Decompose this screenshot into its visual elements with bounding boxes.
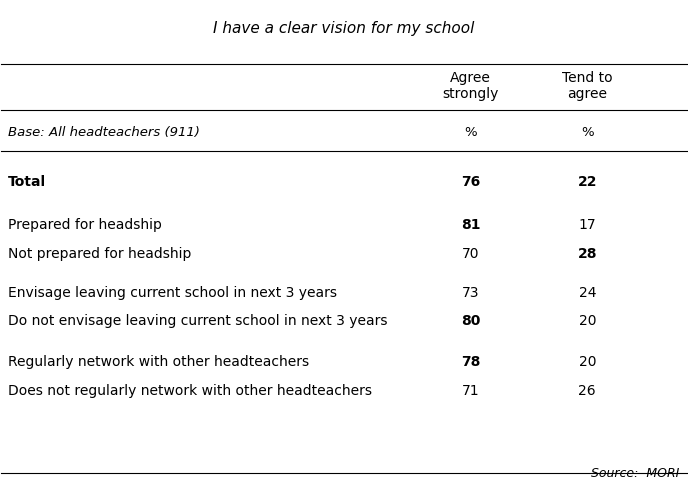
Text: Regularly network with other headteachers: Regularly network with other headteacher…	[8, 355, 310, 369]
Text: Base: All headteachers (911): Base: All headteachers (911)	[8, 126, 200, 139]
Text: 22: 22	[577, 175, 597, 189]
Text: Envisage leaving current school in next 3 years: Envisage leaving current school in next …	[8, 286, 337, 300]
Text: Source:  MORI: Source: MORI	[592, 467, 680, 480]
Text: %: %	[464, 126, 477, 139]
Text: I have a clear vision for my school: I have a clear vision for my school	[213, 21, 475, 36]
Text: Does not regularly network with other headteachers: Does not regularly network with other he…	[8, 384, 372, 398]
Text: 80: 80	[461, 315, 480, 329]
Text: 73: 73	[462, 286, 480, 300]
Text: 71: 71	[462, 384, 480, 398]
Text: 26: 26	[579, 384, 596, 398]
Text: Do not envisage leaving current school in next 3 years: Do not envisage leaving current school i…	[8, 315, 388, 329]
Text: Tend to
agree: Tend to agree	[562, 71, 612, 101]
Text: Agree
strongly: Agree strongly	[442, 71, 499, 101]
Text: Not prepared for headship: Not prepared for headship	[8, 247, 192, 261]
Text: %: %	[581, 126, 594, 139]
Text: 76: 76	[461, 175, 480, 189]
Text: 20: 20	[579, 315, 596, 329]
Text: 20: 20	[579, 355, 596, 369]
Text: 70: 70	[462, 247, 480, 261]
Text: 24: 24	[579, 286, 596, 300]
Text: 81: 81	[461, 218, 480, 232]
Text: Total: Total	[8, 175, 46, 189]
Text: 17: 17	[579, 218, 596, 232]
Text: 28: 28	[577, 247, 597, 261]
Text: 78: 78	[461, 355, 480, 369]
Text: Prepared for headship: Prepared for headship	[8, 218, 162, 232]
